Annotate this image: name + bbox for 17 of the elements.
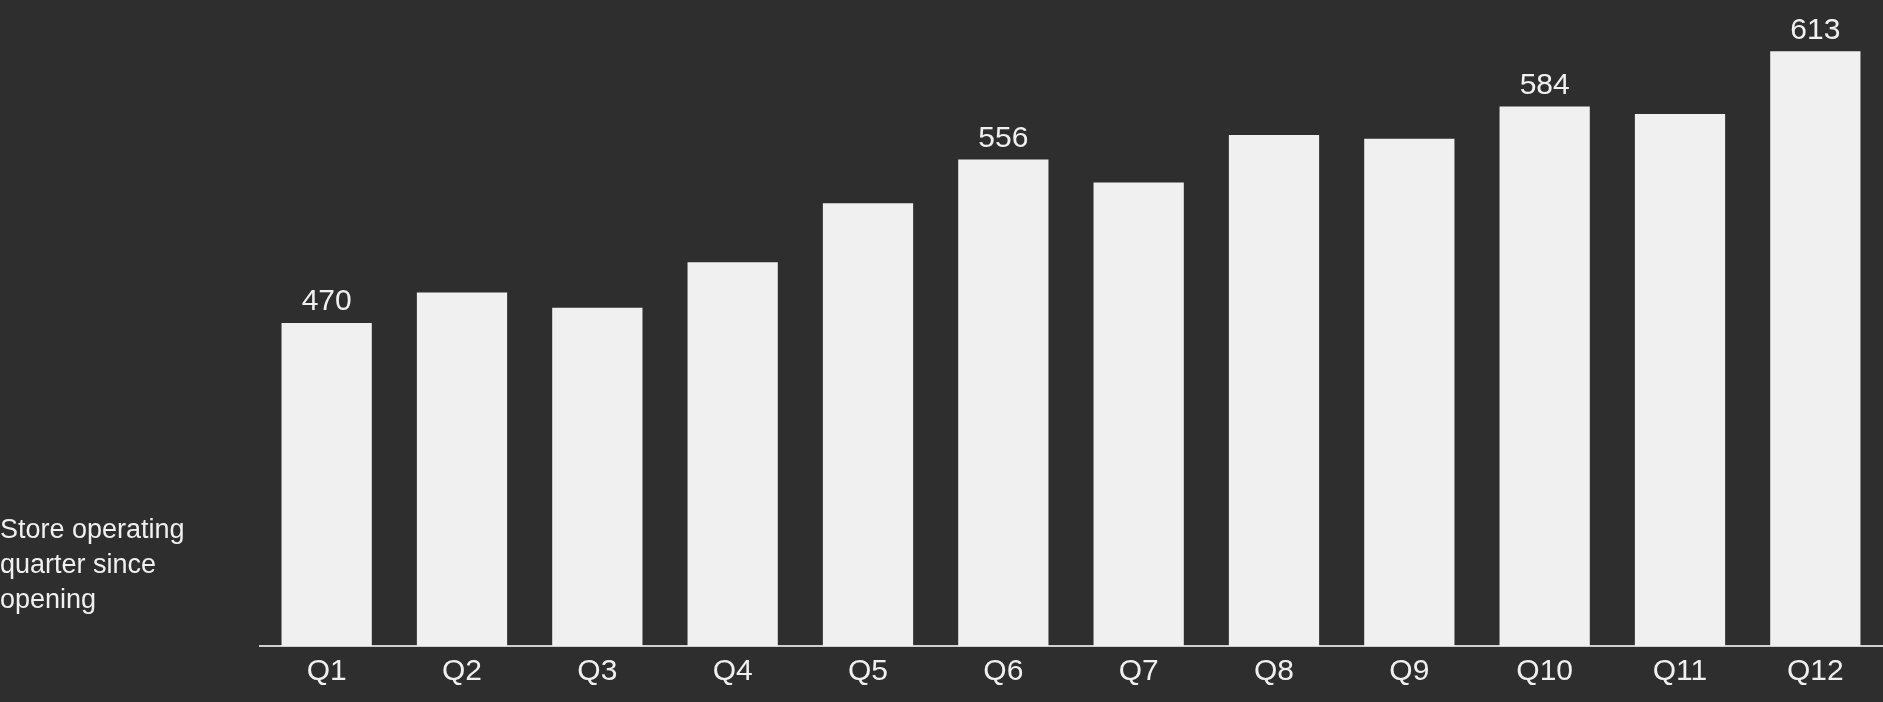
x-tick-label: Q7 — [1118, 653, 1159, 687]
x-tick-label: Q3 — [577, 653, 618, 687]
x-axis-title: Store operating quarter since opening — [0, 513, 186, 616]
x-tick-label: Q4 — [712, 653, 753, 687]
x-tick-label: Q1 — [306, 653, 347, 687]
x-tick-label: Q11 — [1652, 653, 1708, 687]
data-label: 556 — [978, 119, 1029, 153]
x-tick-label: Q10 — [1516, 653, 1574, 687]
x-tick-label: Q8 — [1253, 653, 1295, 687]
data-label: 470 — [301, 283, 352, 317]
x-tick-label: Q2 — [441, 653, 483, 687]
data-label: 613 — [1790, 11, 1841, 45]
x-tick-label: Q6 — [983, 653, 1024, 687]
x-tick-label: Q5 — [847, 653, 889, 687]
x-tick-label: Q12 — [1786, 653, 1844, 687]
x-tick-label: Q9 — [1389, 653, 1430, 687]
data-label: 584 — [1519, 66, 1570, 100]
